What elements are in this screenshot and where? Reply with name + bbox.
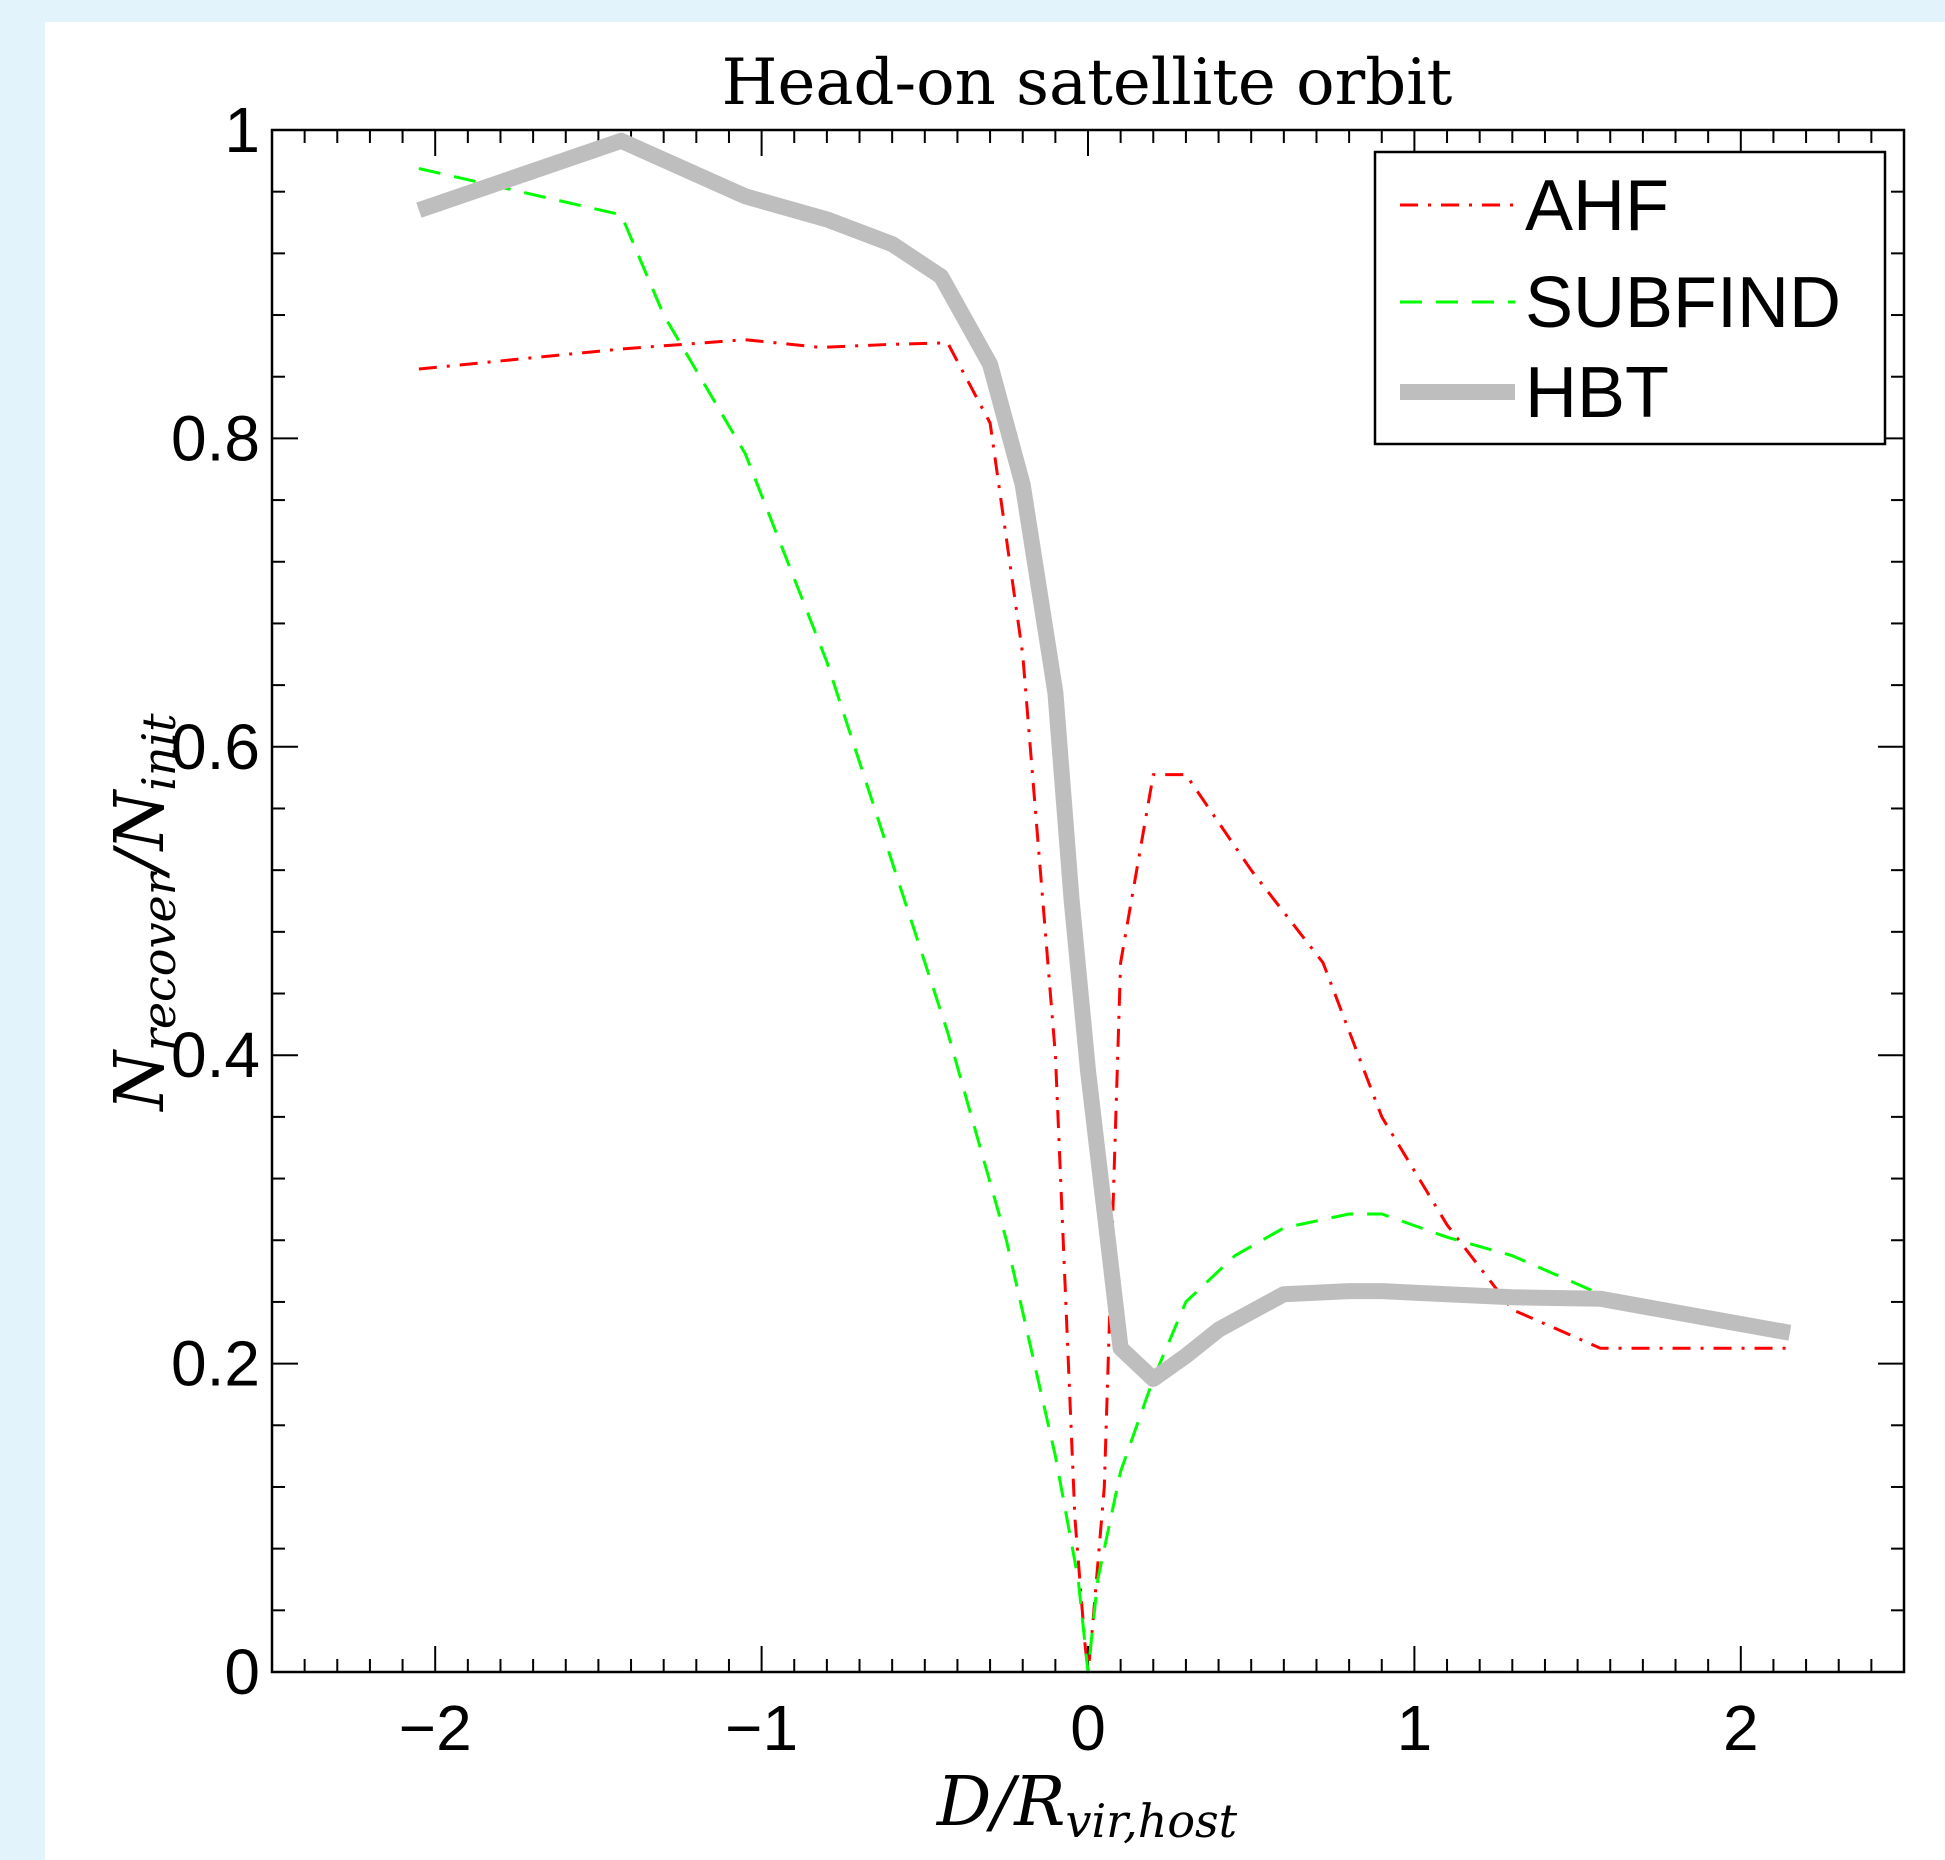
y-tick-label: 1 [224, 94, 260, 166]
plot-area [416, 132, 1792, 1674]
y-axis-label-sub-recover: recover [132, 870, 186, 1051]
chart-title: Head-on satellite orbit [722, 46, 1453, 120]
x-tick-label: 2 [1723, 1692, 1759, 1764]
y-tick-label: 0.2 [171, 1328, 260, 1400]
x-axis-label-sub: vir,host [1065, 1794, 1237, 1848]
y-tick-label: 0 [224, 1636, 260, 1708]
y-tick-label: 0.6 [171, 711, 260, 783]
legend-label-hbt: HBT [1525, 353, 1669, 433]
x-axis-label: D/Rvir,host [935, 1763, 1238, 1848]
series-line-subfind [418, 167, 1791, 1674]
plot-frame [270, 128, 1906, 1674]
legend-label-ahf: AHF [1525, 166, 1669, 246]
y-axis-label-n: N [101, 1049, 180, 1113]
y-axis-label-mid: /N [101, 788, 180, 879]
x-axis-label-main: D/R [935, 1763, 1066, 1842]
line-chart: Head-on satellite orbit −2 −1 0 1 2 0 0.2 0.4 0.… [101, 46, 1906, 1848]
y-axis-label: Nrecover/Ninit [101, 713, 186, 1113]
x-tick-label: −1 [725, 1692, 798, 1764]
y-tick-label: 0.4 [171, 1019, 260, 1091]
x-tick-label: 1 [1397, 1692, 1433, 1764]
legend: AHF SUBFIND HBT [1373, 150, 1887, 446]
series-line-ahf [418, 338, 1790, 1674]
chart-canvas: Head-on satellite orbit −2 −1 0 1 2 0 0.2 0.4 0.… [45, 22, 1945, 1860]
tick-labels: −2 −1 0 1 2 0 0.2 0.4 0.6 0.8 1 [171, 94, 1759, 1764]
y-tick-label: 0.8 [171, 402, 260, 474]
x-tick-label: −2 [399, 1692, 472, 1764]
x-tick-label: 0 [1070, 1692, 1106, 1764]
series-line-hbt [416, 132, 1792, 1387]
y-axis-label-sub-init: init [132, 713, 186, 791]
legend-label-subfind: SUBFIND [1525, 263, 1841, 343]
